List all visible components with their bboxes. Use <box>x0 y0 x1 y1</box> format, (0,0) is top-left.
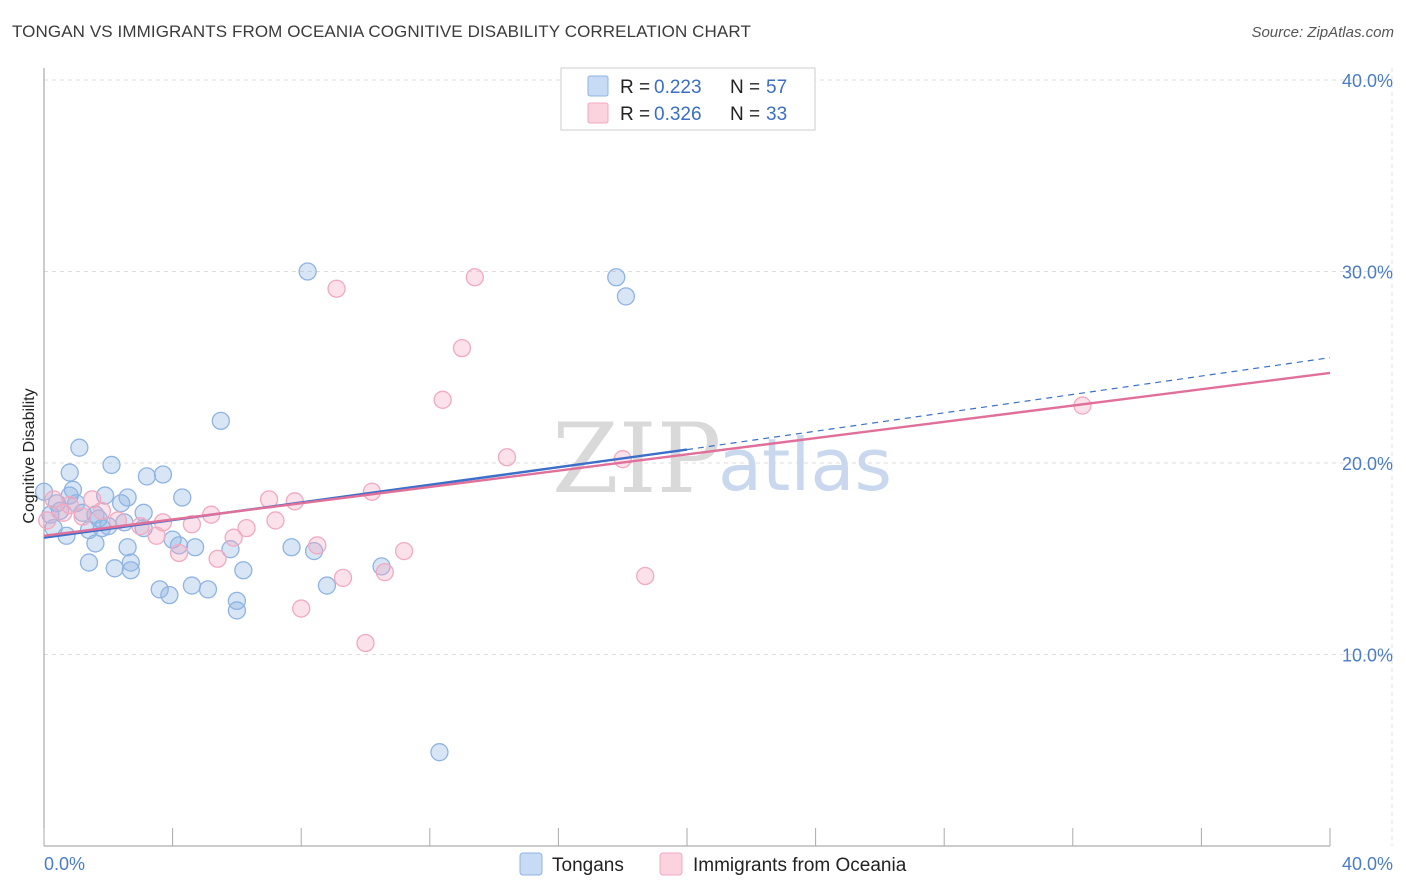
point-tongans <box>234 561 253 580</box>
point-tongans <box>616 287 636 306</box>
point-tongans <box>150 580 169 599</box>
point-tongans <box>70 438 89 457</box>
point-oceania <box>308 536 327 555</box>
point-tongans <box>86 534 105 553</box>
trend-line-oceania <box>43 371 1331 537</box>
point-oceania <box>224 528 243 547</box>
point-tongans <box>282 538 301 557</box>
trend-lines <box>43 357 1331 539</box>
point-oceania <box>497 448 517 467</box>
watermark-atlas: atlas <box>718 423 892 507</box>
legend-box: R = 0.223 N = 57 R = 0.326 N = 33 <box>560 67 816 131</box>
point-tongans <box>185 538 205 557</box>
legend-n-value-1: 57 <box>766 77 787 98</box>
point-tongans <box>227 591 247 611</box>
legend-r-label-2: R = <box>620 104 650 125</box>
point-oceania <box>285 492 304 511</box>
bottom-legend-swatch-tongans <box>519 852 543 876</box>
legend-r-label-1: R = <box>620 77 650 98</box>
point-tongans <box>317 576 337 595</box>
legend-n-label-2: N = <box>730 104 760 125</box>
point-tongans <box>372 557 391 576</box>
legend-swatch-oceania <box>587 102 609 124</box>
bottom-legend-swatch-oceania <box>659 852 683 876</box>
point-oceania <box>333 568 353 588</box>
point-tongans <box>227 601 247 620</box>
trend-line-extension-tongans <box>686 357 1331 451</box>
point-oceania <box>433 390 452 409</box>
point-oceania <box>452 338 472 358</box>
point-tongans <box>137 467 157 486</box>
point-tongans <box>153 465 173 484</box>
point-tongans <box>105 559 124 578</box>
bottom-legend-label-oceania: Immigrants from Oceania <box>693 855 907 876</box>
x-tick-label-max: 40.0% <box>1342 854 1393 874</box>
point-tongans <box>160 585 179 605</box>
y-tick-labels: 10.0% 20.0% 30.0% 40.0% <box>1342 71 1393 666</box>
point-tongans <box>211 411 230 431</box>
point-tongans <box>198 580 218 599</box>
point-tongans <box>121 553 140 572</box>
legend-n-label-1: N = <box>730 77 760 98</box>
chart-title: TONGAN VS IMMIGRANTS FROM OCEANIA COGNIT… <box>12 22 751 41</box>
point-oceania <box>394 541 414 561</box>
y-tick-label: 30.0% <box>1342 263 1393 283</box>
point-tongans <box>298 262 317 281</box>
legend-swatch-tongans <box>587 75 609 97</box>
point-oceania <box>375 563 394 582</box>
point-tongans <box>430 743 449 762</box>
point-oceania <box>73 507 92 526</box>
watermark-zip: ZIP <box>552 403 721 515</box>
watermark: ZIP atlas <box>552 403 892 515</box>
point-tongans <box>118 538 137 557</box>
point-tongans <box>169 536 189 555</box>
y-tick-label: 10.0% <box>1342 646 1393 666</box>
point-tongans <box>221 540 240 559</box>
point-tongans <box>121 561 140 580</box>
point-oceania <box>182 515 202 534</box>
point-oceania <box>266 511 285 530</box>
point-oceania <box>465 268 484 287</box>
legend-r-value-1: 0.223 <box>654 77 702 98</box>
x-ticks <box>43 828 1331 846</box>
legend-n-value-2: 33 <box>766 104 787 125</box>
data-points <box>34 262 1092 762</box>
source-label: Source: ZipAtlas.com <box>1251 24 1394 41</box>
point-oceania <box>292 599 311 618</box>
gridlines <box>44 68 1393 846</box>
point-tongans <box>173 488 192 507</box>
point-tongans <box>134 503 153 522</box>
point-tongans <box>34 482 54 501</box>
point-tongans <box>63 480 83 499</box>
point-oceania <box>38 511 57 530</box>
bottom-legend-label-tongans: Tongans <box>552 855 624 876</box>
point-oceania <box>237 518 256 538</box>
point-tongans <box>607 268 626 287</box>
point-tongans <box>79 553 99 572</box>
point-oceania <box>44 490 63 509</box>
point-oceania <box>169 543 189 563</box>
point-oceania <box>92 501 112 521</box>
point-tongans <box>118 488 137 507</box>
point-tongans <box>60 463 79 482</box>
point-tongans <box>304 541 324 561</box>
x-tick-label-min: 0.0% <box>44 854 85 874</box>
point-oceania <box>327 279 346 298</box>
point-oceania <box>636 566 655 586</box>
bottom-legend: Tongans Immigrants from Oceania <box>519 852 907 876</box>
y-tick-label: 40.0% <box>1342 71 1393 91</box>
point-tongans <box>102 455 121 475</box>
point-oceania <box>208 549 227 568</box>
point-tongans <box>182 576 202 595</box>
y-axis-label: Cognitive Disability <box>21 388 38 523</box>
y-tick-label: 20.0% <box>1342 454 1393 474</box>
point-oceania <box>60 495 79 515</box>
point-oceania <box>356 633 375 653</box>
point-tongans <box>50 501 70 521</box>
legend-r-value-2: 0.326 <box>654 104 702 125</box>
